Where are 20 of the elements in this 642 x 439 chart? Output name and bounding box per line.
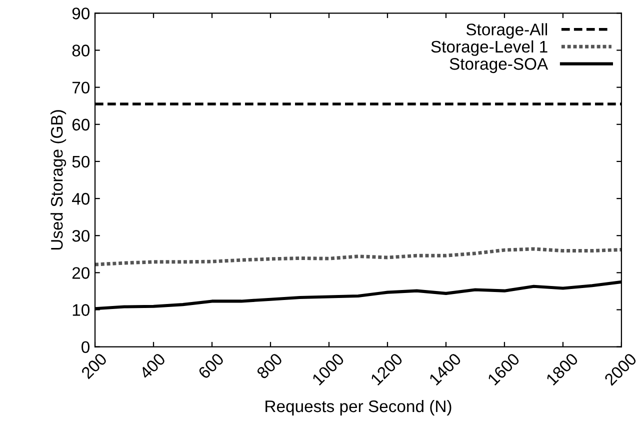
y-tick-label: 70 [72, 82, 90, 94]
legend-label: Storage-All [466, 23, 548, 39]
x-tick-label: 400 [138, 352, 166, 380]
y-tick-label: 40 [72, 192, 90, 205]
y-tick-label: 20 [72, 267, 90, 279]
x-tick-label: 600 [198, 352, 225, 380]
line-series [95, 247, 622, 266]
y-tick-label: 90 [72, 8, 90, 20]
x-tick-label: 800 [256, 352, 284, 380]
y-tick-label: 30 [72, 230, 90, 242]
y-tick-label: 50 [72, 156, 90, 168]
legend-label: Storage-SOA [450, 58, 548, 74]
y-axis-title: Used Storage (GB) [50, 110, 66, 250]
y-tick-label: 10 [72, 304, 90, 316]
x-tick-label: 200 [80, 352, 108, 380]
x-axis-title: Requests per Second (N) [266, 400, 452, 416]
legend-label: Storage-Level 1 [431, 40, 548, 56]
y-tick-label: 80 [72, 44, 90, 56]
y-tick-label: 60 [72, 118, 90, 131]
y-tick-label: 0 [82, 341, 90, 354]
